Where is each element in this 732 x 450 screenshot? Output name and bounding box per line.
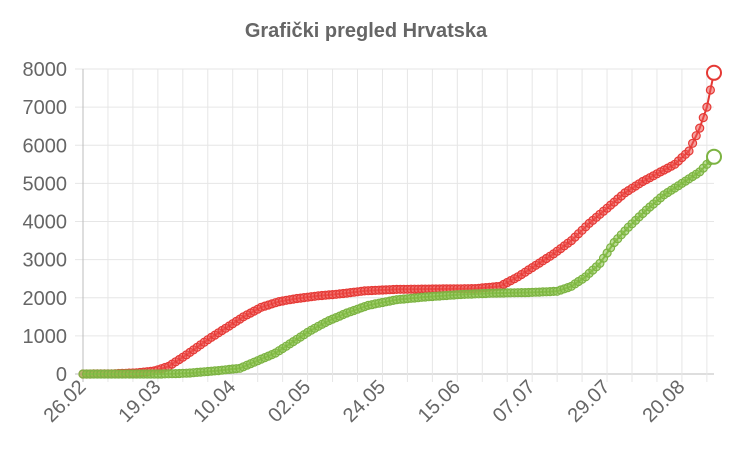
x-tick-label: 29.07	[564, 376, 615, 427]
data-point[interactable]	[691, 131, 701, 141]
y-tick-label: 4000	[23, 212, 68, 234]
y-tick-label: 1000	[23, 326, 68, 348]
y-tick-label: 6000	[23, 135, 68, 157]
x-tick-label: 15.06	[414, 376, 465, 427]
x-tick-label: 07.07	[489, 376, 540, 427]
data-point[interactable]	[706, 148, 722, 165]
y-tick-label: 5000	[23, 173, 68, 195]
y-tick-label: 7000	[23, 97, 68, 119]
data-point[interactable]	[698, 112, 708, 123]
grid-lines	[75, 68, 714, 382]
series-group	[78, 64, 722, 379]
series-1	[78, 64, 722, 379]
y-tick-label: 0	[56, 364, 67, 386]
data-point[interactable]	[702, 102, 712, 112]
data-point[interactable]	[705, 85, 716, 95]
x-tick-label: 24.05	[339, 376, 390, 427]
data-point[interactable]	[706, 64, 722, 81]
series-line	[83, 72, 715, 375]
data-point[interactable]	[687, 138, 698, 148]
data-point[interactable]	[684, 146, 694, 156]
data-point[interactable]	[695, 123, 705, 133]
y-tick-label: 3000	[23, 250, 68, 272]
series-line	[83, 156, 715, 375]
series-2	[78, 148, 722, 379]
x-tick-label: 20.08	[638, 376, 689, 427]
y-axis-ticks: 0 1000 2000 3000 4000 5000 6000 7000 8000	[23, 59, 68, 386]
x-tick-label: 19.03	[114, 376, 165, 427]
chart-title: Grafički pregled Hrvatska	[244, 20, 488, 42]
y-tick-label: 2000	[23, 288, 68, 310]
x-tick-label: 10.04	[189, 376, 240, 427]
y-tick-label: 8000	[23, 59, 68, 81]
x-tick-label: 02.05	[264, 376, 315, 427]
x-axis-ticks: 26.02 19.03 10.04 02.05 24.05 15.06 07.07 29.07…	[40, 376, 690, 427]
